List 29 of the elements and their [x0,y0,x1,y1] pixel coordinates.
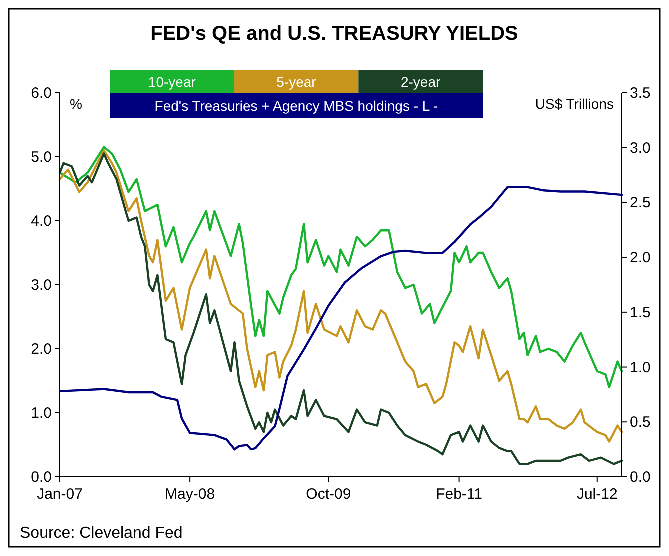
y2-axis-title: US$ Trillions [535,96,614,112]
y2-tick-label: 2.0 [630,250,651,267]
x-tick-label: Jan-07 [37,486,83,503]
y2-tick-label: 2.5 [630,194,651,212]
text: Fed's Treasuries + Agency MBS holdings - L - [154,98,439,114]
y-tick-label: 4.0 [31,213,52,230]
y-tick-label: 1.0 [31,405,52,422]
y-axis-title: % [70,96,82,112]
y-tick-label: 0.0 [31,469,52,486]
y2-tick-label: 3.5 [630,85,651,102]
text: 10-year [148,74,196,90]
x-tick-label: Oct-09 [306,486,352,503]
y2-tick-label: 1.5 [630,304,651,322]
y-tick-label: 6.0 [31,85,52,102]
y-tick-label: 3.0 [31,277,52,294]
source-note: Source: Cleveland Fed [20,525,183,542]
y-tick-label: 5.0 [31,149,52,166]
y-tick-label: 2.0 [31,341,52,358]
y2-tick-label: 1.0 [630,359,651,376]
x-tick-label: Jul-12 [576,486,618,503]
text: 5-year [276,74,317,90]
y2-tick-label: 0.5 [630,414,651,432]
line-series [58,146,624,388]
x-tick-label: Feb-11 [436,486,482,503]
y2-tick-label: 3.0 [630,140,651,157]
x-tick-label: May-08 [165,486,216,503]
chart-title: FED's QE and U.S. TREASURY YIELDS [150,23,518,45]
text: 2-year [400,74,442,90]
y2-tick-label: 0.0 [630,469,651,486]
